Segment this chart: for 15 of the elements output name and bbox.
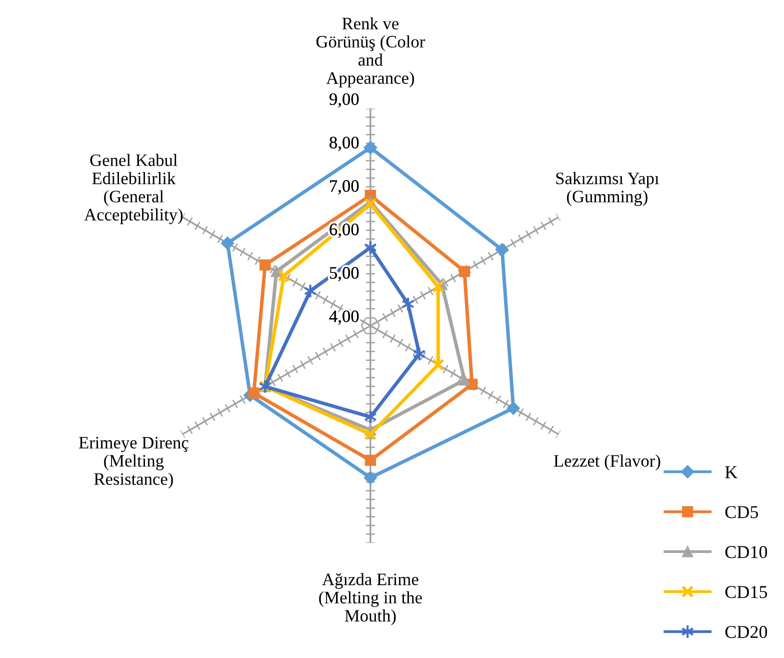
- spoke-label: Lezzet (Flavor): [554, 454, 660, 470]
- spoke-label: Ağızda Erime (Melting in the Mouth): [319, 573, 422, 626]
- y-tick-label: 4,00: [329, 310, 359, 325]
- legend-label: K: [725, 466, 738, 478]
- y-tick-label: 7,00: [330, 180, 359, 194]
- y-tick-label: 9,00: [330, 93, 359, 108]
- legend-label: CD20: [725, 626, 768, 638]
- spoke-label: Genel Kabul Edilebilirlik (General Acceptebility): [84, 154, 183, 224]
- y-tick-label: 8,00: [330, 136, 359, 151]
- legend-label: CD10: [725, 546, 768, 558]
- spoke-label: Erimeye Direnç (Melting Resistance): [78, 436, 188, 488]
- legend-label: CD15: [725, 586, 768, 598]
- legend-label: CD5: [725, 506, 758, 518]
- spoke-label: Sakızımsı Yapı (Gumming): [556, 172, 659, 206]
- spoke-label: Renk ve Görünüş (Color and Appearance): [316, 17, 426, 88]
